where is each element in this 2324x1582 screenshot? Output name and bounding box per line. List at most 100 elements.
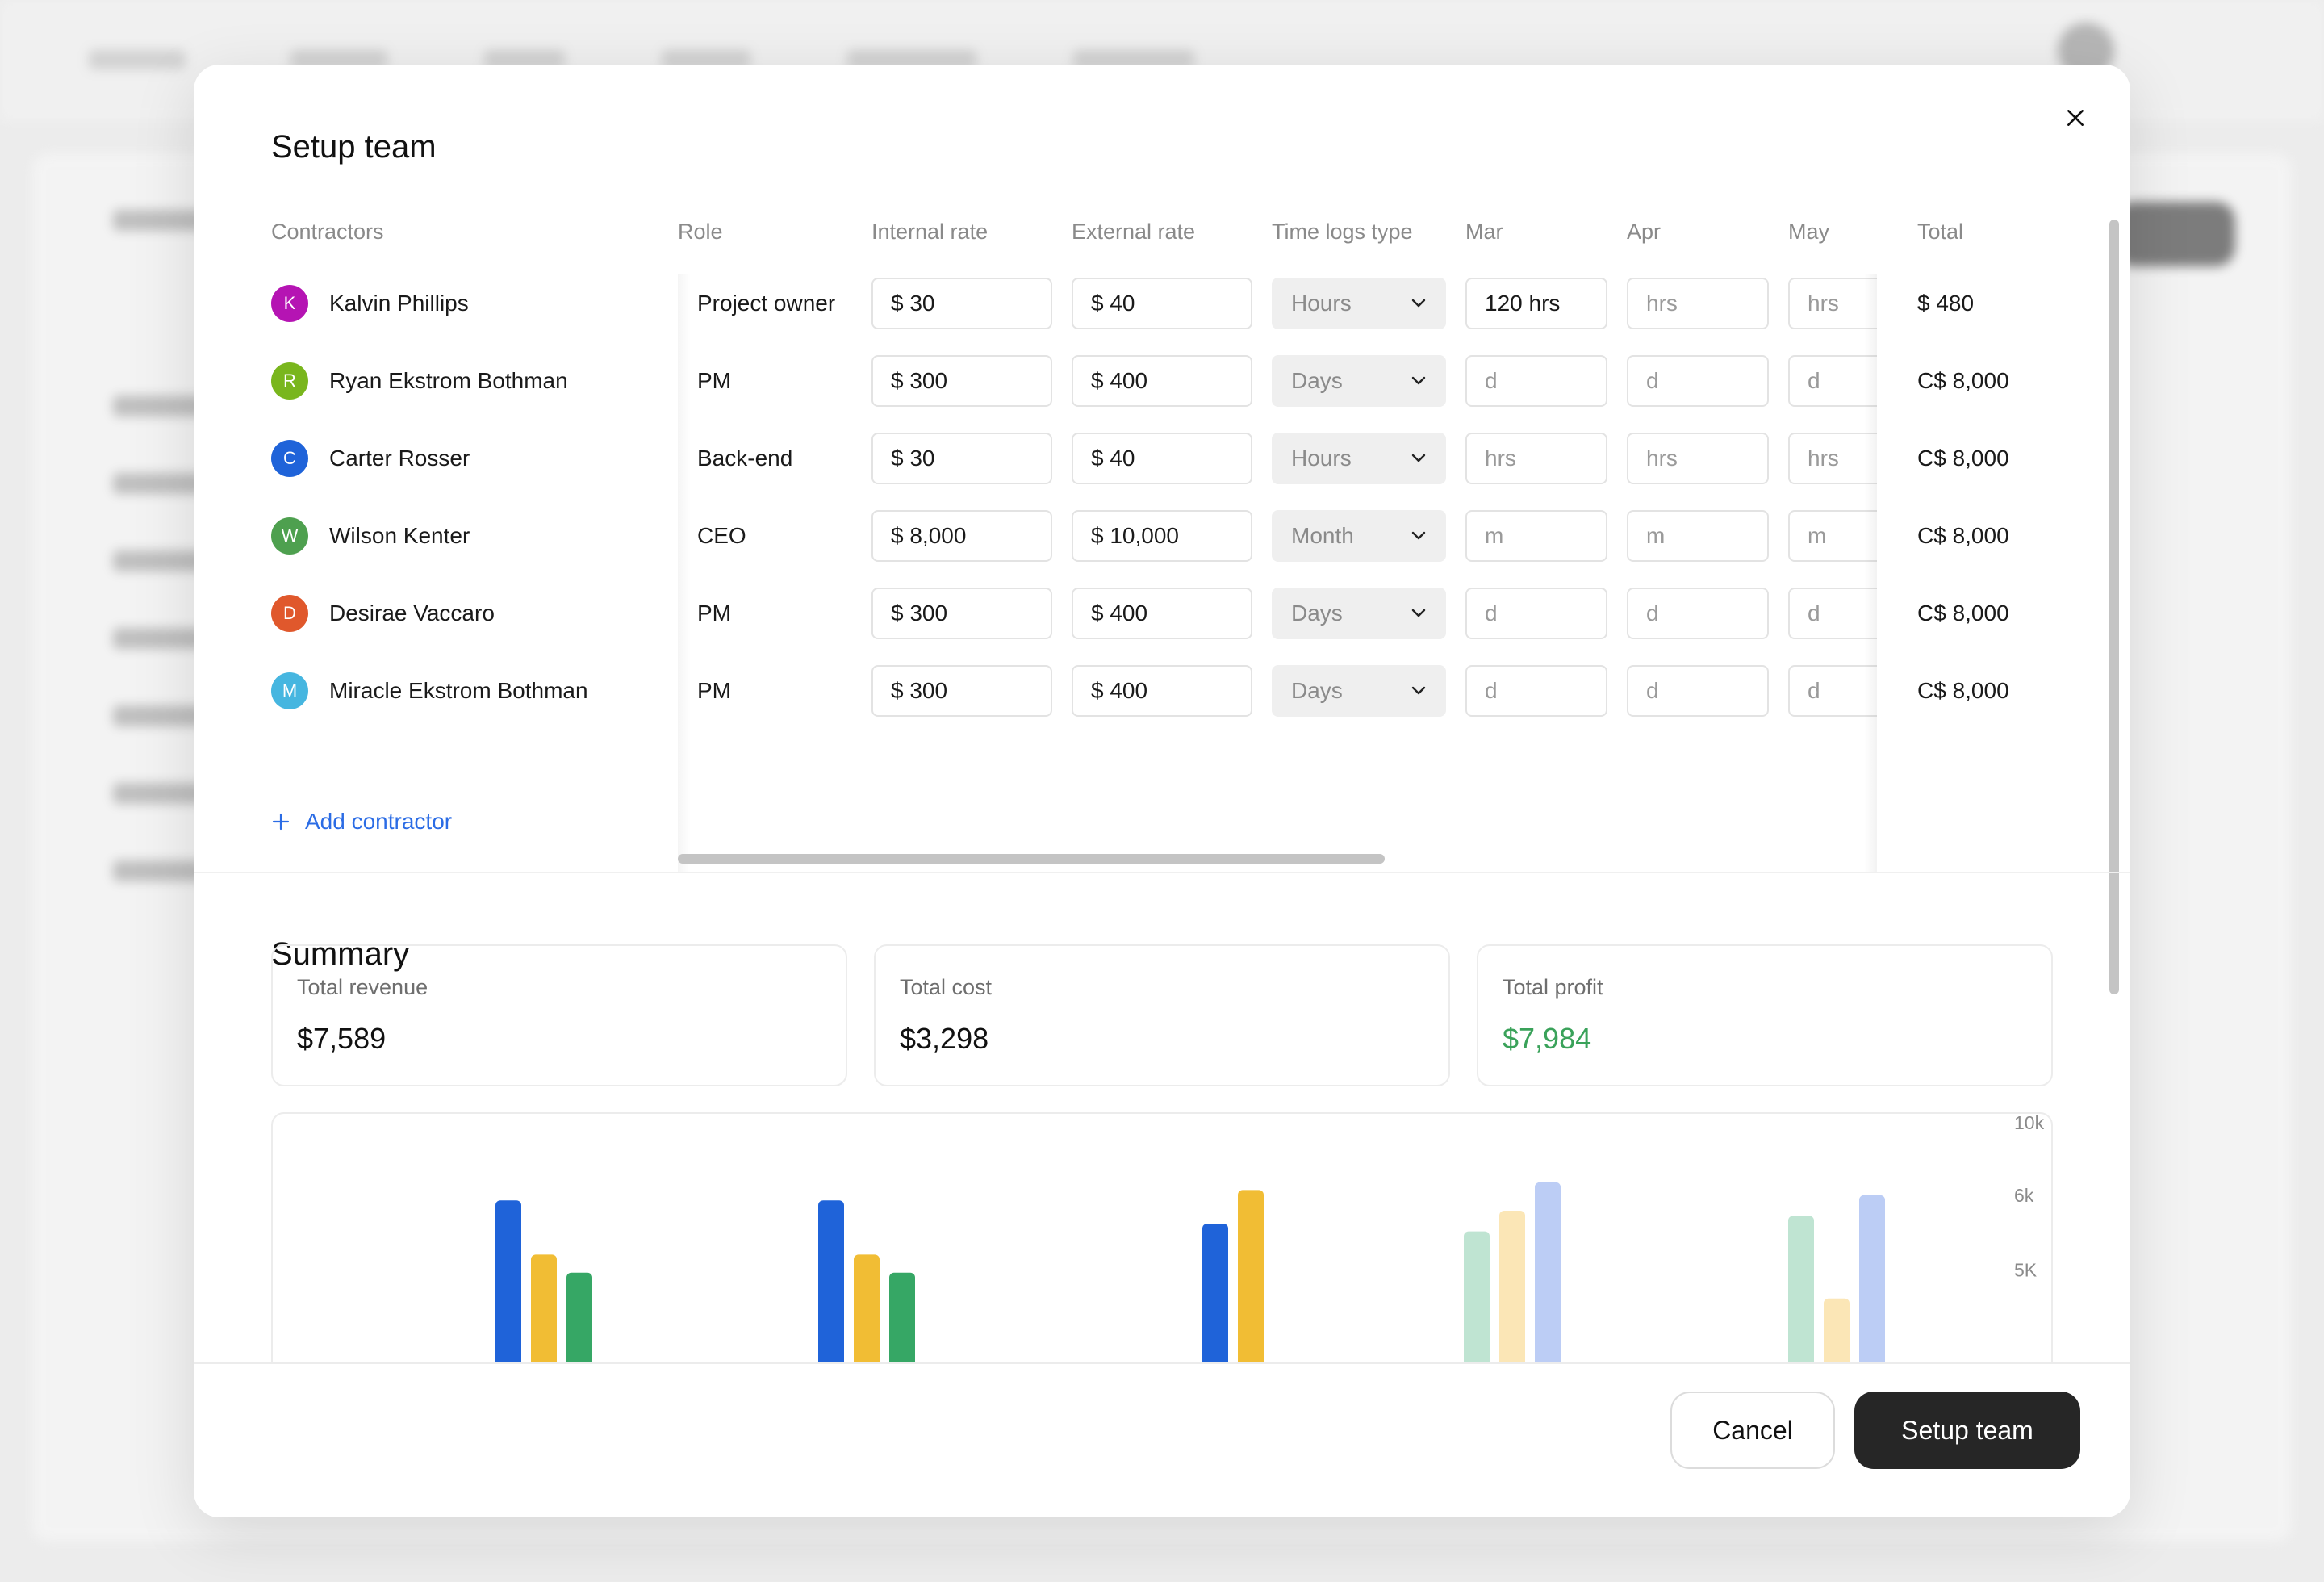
mar-input[interactable]: 120 hrs [1465,278,1607,329]
header-internal-rate: Internal rate [872,220,989,244]
apr-input[interactable]: hrs [1627,278,1769,329]
sticky-right-shadow [1864,274,1877,872]
table-row-sticky: M Miracle Ekstrom Bothman PM C$ 8,000 [194,665,2130,743]
table-row-sticky: K Kalvin Phillips Project owner $ 480 [194,278,2130,355]
total-cell: $ 480 [1917,291,1975,316]
total-cell: C$ 8,000 [1917,523,2009,548]
avatar: W [271,517,308,555]
background-button [2114,202,2235,266]
internal-rate-input[interactable]: $ 30 [872,278,1052,329]
contractor-cell[interactable]: M Miracle Ekstrom Bothman [271,665,588,717]
contractor-name: Carter Rosser [329,446,470,471]
time-logs-type-select[interactable]: Hours [1272,278,1446,329]
role-cell: PM [697,368,731,393]
internal-rate-input[interactable]: $ 300 [872,355,1052,407]
external-rate-input[interactable]: $ 10,000 [1072,510,1252,562]
time-logs-type-value: Hours [1291,446,1352,471]
role-cell: Back-end [697,446,793,471]
total-cost-value: $3,298 [900,1022,989,1055]
external-rate-input[interactable]: $ 400 [1072,355,1252,407]
close-button[interactable] [2051,94,2100,142]
mar-input[interactable]: d [1465,588,1607,639]
time-logs-type-value: Days [1291,368,1343,393]
contractor-cell[interactable]: W Wilson Kenter [271,510,470,562]
table-row: $ 30 $ 40 Hours 120 hrs hrs hrs [194,278,2130,355]
chevron-down-icon [1411,686,1426,695]
table-row-sticky: W Wilson Kenter CEO C$ 8,000 [194,510,2130,588]
total-profit-value: $7,984 [1503,1022,1592,1055]
internal-rate-input[interactable]: $ 8,000 [872,510,1052,562]
header-total: Total [1917,220,1964,244]
plus-icon [272,813,290,831]
total-revenue-value: $7,589 [297,1022,387,1055]
header-mar: Mar [1465,220,1503,244]
time-logs-type-value: Hours [1291,291,1352,316]
total-cell: C$ 8,000 [1917,601,2009,626]
contractor-name: Miracle Ekstrom Bothman [329,678,588,703]
header-time-logs-type: Time logs type [1272,220,1413,244]
time-logs-type-select[interactable]: Hours [1272,433,1446,484]
contractor-cell[interactable]: C Carter Rosser [271,433,470,484]
mar-input[interactable]: d [1465,665,1607,717]
avatar: K [271,285,308,322]
header-may: May [1788,220,1830,244]
add-contractor-label: Add contractor [305,809,453,834]
apr-input[interactable]: d [1627,665,1769,717]
contractor-name: Ryan Ekstrom Bothman [329,368,568,393]
contractor-name: Wilson Kenter [329,523,470,548]
setup-team-button[interactable]: Setup team [1854,1392,2080,1469]
external-rate-input[interactable]: $ 40 [1072,278,1252,329]
time-logs-type-select[interactable]: Month [1272,510,1446,562]
total-cost-card: Total cost $3,298 [874,944,1450,1086]
close-icon [2067,110,2084,126]
cancel-button[interactable]: Cancel [1670,1392,1835,1469]
external-rate-input[interactable]: $ 40 [1072,433,1252,484]
external-rate-input[interactable]: $ 400 [1072,588,1252,639]
external-rate-input[interactable]: $ 400 [1072,665,1252,717]
role-cell: PM [697,601,731,626]
chevron-down-icon [1411,376,1426,385]
vertical-scrollbar[interactable] [2109,220,2119,994]
role-cell: PM [697,678,731,703]
apr-input[interactable]: d [1627,588,1769,639]
add-contractor-button[interactable]: Add contractor [271,806,452,838]
contractor-name: Kalvin Phillips [329,291,469,316]
contractor-cell[interactable]: K Kalvin Phillips [271,278,469,329]
role-cell: CEO [697,523,746,548]
contractor-cell[interactable]: D Desirae Vaccaro [271,588,495,639]
time-logs-type-value: Month [1291,523,1354,548]
apr-input[interactable]: d [1627,355,1769,407]
total-cell: C$ 8,000 [1917,446,2009,471]
time-logs-type-value: Days [1291,601,1343,626]
mar-input[interactable]: hrs [1465,433,1607,484]
internal-rate-input[interactable]: $ 300 [872,588,1052,639]
internal-rate-input[interactable]: $ 30 [872,433,1052,484]
contractor-cell[interactable]: R Ryan Ekstrom Bothman [271,355,568,407]
total-profit-label: Total profit [1503,975,1603,999]
internal-rate-input[interactable]: $ 300 [872,665,1052,717]
avatar: M [271,672,308,709]
chevron-down-icon [1411,454,1426,462]
sticky-left-shadow [678,274,691,872]
apr-input[interactable]: hrs [1627,433,1769,484]
time-logs-type-select[interactable]: Days [1272,355,1446,407]
header-role: Role [678,220,723,244]
header-contractors: Contractors [271,220,384,244]
y-tick-label: 6k [2014,1185,2034,1206]
y-tick-label: 5K [2014,1260,2038,1281]
total-cell: C$ 8,000 [1917,678,2009,703]
modal-title: Setup team [271,129,437,165]
mar-input[interactable]: m [1465,510,1607,562]
total-cell: C$ 8,000 [1917,368,2009,393]
apr-input[interactable]: m [1627,510,1769,562]
summary-title: Summary [271,936,410,972]
table-row: $ 30 $ 40 Hours hrs hrs hrs [194,433,2130,510]
table-row: $ 300 $ 400 Days d d d [194,588,2130,665]
y-tick-label: 10k [2014,1114,2045,1133]
horizontal-scrollbar[interactable] [678,854,1385,864]
time-logs-type-select[interactable]: Days [1272,665,1446,717]
avatar: D [271,595,308,632]
time-logs-type-select[interactable]: Days [1272,588,1446,639]
mar-input[interactable]: d [1465,355,1607,407]
table-row-sticky: D Desirae Vaccaro PM C$ 8,000 [194,588,2130,665]
